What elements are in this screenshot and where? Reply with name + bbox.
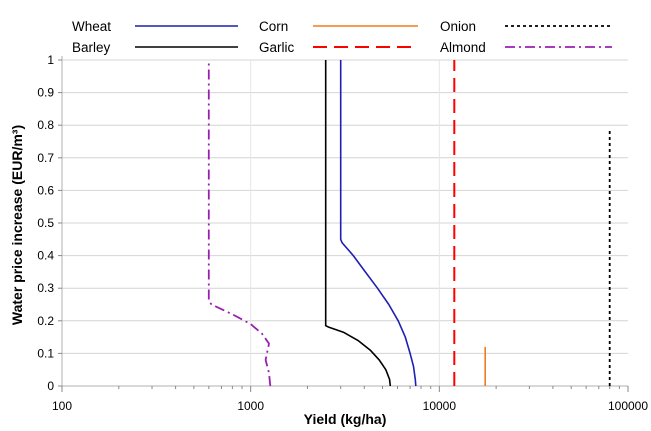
y-tick-label: 0.1 bbox=[37, 346, 54, 360]
series-line-almond bbox=[207, 60, 272, 387]
legend-label-garlic: Garlic bbox=[259, 40, 295, 55]
series-line-barley bbox=[324, 60, 392, 387]
axes: 0 0.1 0.2 0.3 0.4 0.5 0.6 0.7 0.8 0.9 1 100 1000 1000… bbox=[37, 53, 648, 413]
legend-label-onion: Onion bbox=[440, 19, 476, 34]
x-tick-label: 100000 bbox=[608, 399, 648, 413]
x-tick-label: 100 bbox=[52, 399, 72, 413]
y-tick-label: 0.8 bbox=[37, 118, 54, 132]
y-tick-label: 0.4 bbox=[37, 249, 54, 263]
y-tick-label: 0.6 bbox=[37, 183, 54, 197]
x-axis-label: Yield (kg/ha) bbox=[304, 411, 387, 427]
legend-label-almond: Almond bbox=[440, 40, 486, 55]
x-tick-label: 10000 bbox=[423, 399, 457, 413]
series-line-wheat bbox=[339, 60, 417, 387]
y-tick-label: 0.5 bbox=[37, 216, 54, 230]
y-tick-label: 0.2 bbox=[37, 314, 54, 328]
y-tick-label: 1 bbox=[47, 53, 54, 67]
y-tick-label: 0.9 bbox=[37, 86, 54, 100]
y-tick-label: 0.3 bbox=[37, 281, 54, 295]
y-tick-label: 0.7 bbox=[37, 151, 54, 165]
legend: Wheat Barley Corn Garlic Onion Almond bbox=[72, 19, 612, 55]
x-tick-label: 1000 bbox=[237, 399, 264, 413]
legend-label-wheat: Wheat bbox=[72, 19, 111, 34]
y-tick-label: 0 bbox=[47, 379, 54, 393]
legend-label-corn: Corn bbox=[259, 19, 288, 34]
grid-lines bbox=[62, 59, 628, 386]
legend-label-barley: Barley bbox=[72, 40, 111, 55]
series-layer bbox=[207, 60, 611, 387]
y-axis-label: Water price increase (EUR/m³) bbox=[9, 125, 25, 325]
